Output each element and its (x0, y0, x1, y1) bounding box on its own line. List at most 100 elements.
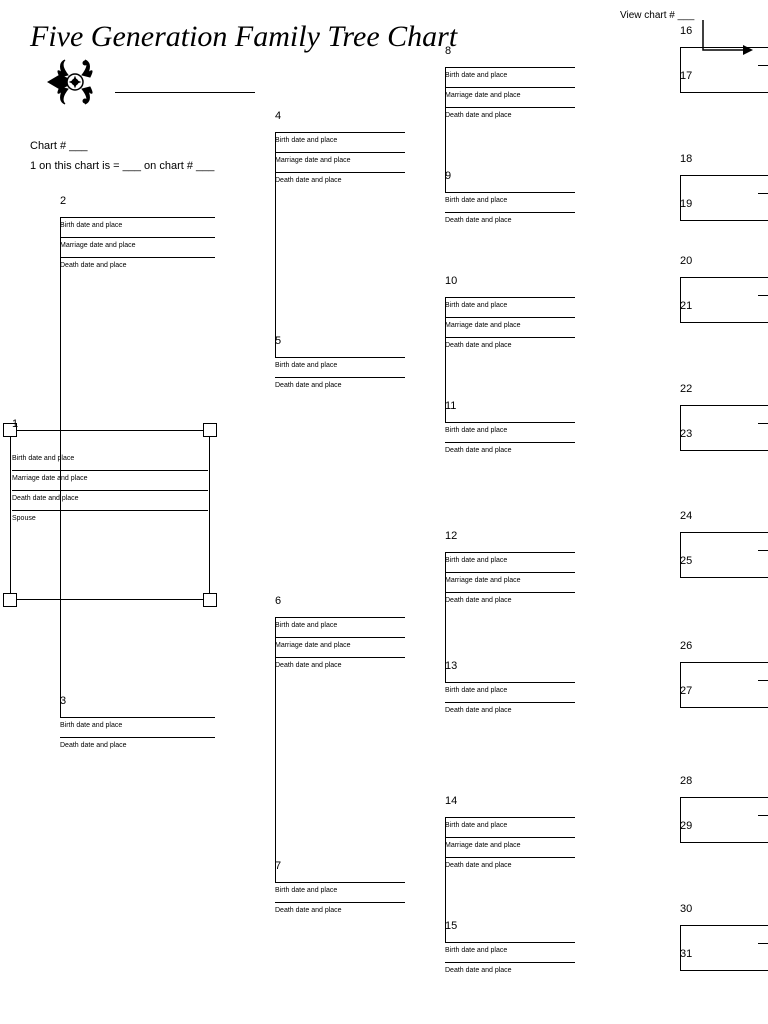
person-19: 19 (680, 198, 760, 221)
field-death[interactable]: Death date and place (445, 595, 575, 604)
name-line[interactable] (680, 441, 760, 451)
field-birth[interactable]: Birth date and place (445, 70, 575, 88)
field-birth[interactable]: Birth date and place (60, 220, 215, 238)
person-number: 7 (275, 860, 405, 872)
field-birth[interactable]: Birth date and place (275, 885, 405, 903)
field-birth[interactable]: Birth date and place (12, 453, 208, 471)
field-death[interactable]: Death date and place (60, 740, 215, 749)
field-death[interactable]: Death date and place (445, 110, 575, 119)
person-number: 3 (60, 695, 215, 707)
name-line[interactable] (445, 288, 575, 298)
person-number: 29 (680, 820, 760, 832)
field-birth[interactable]: Birth date and place (445, 685, 575, 703)
person-number: 14 (445, 795, 575, 807)
name-line[interactable] (275, 873, 405, 883)
person-12: 12Birth date and placeMarriage date and … (445, 530, 575, 604)
person-number: 27 (680, 685, 760, 697)
name-line[interactable] (445, 673, 575, 683)
person-16: 16 (680, 25, 760, 48)
name-line[interactable] (680, 268, 760, 278)
field-birth[interactable]: Birth date and place (275, 620, 405, 638)
field-marriage[interactable]: Marriage date and place (60, 240, 215, 258)
person-number: 19 (680, 198, 760, 210)
name-line[interactable] (445, 413, 575, 423)
name-line[interactable] (680, 166, 760, 176)
name-line[interactable] (680, 961, 760, 971)
person-number: 5 (275, 335, 405, 347)
field-marriage[interactable]: Marriage date and place (445, 320, 575, 338)
person-number: 11 (445, 400, 575, 412)
field-birth[interactable]: Birth date and place (445, 945, 575, 963)
field-death[interactable]: Death date and place (275, 660, 405, 669)
field-marriage[interactable]: Marriage date and place (445, 575, 575, 593)
person-22: 22 (680, 383, 760, 406)
person-number: 24 (680, 510, 760, 522)
field-marriage[interactable]: Marriage date and place (275, 640, 405, 658)
name-line[interactable] (680, 313, 760, 323)
field-spouse[interactable]: Spouse (12, 513, 208, 522)
person-15: 15 Birth date and place Death date and pla… (445, 920, 575, 974)
name-line[interactable] (445, 933, 575, 943)
person-number: 25 (680, 555, 760, 567)
field-death[interactable]: Death date and place (445, 445, 575, 454)
name-line[interactable] (445, 808, 575, 818)
name-line[interactable] (275, 348, 405, 358)
field-birth[interactable]: Birth date and place (445, 425, 575, 443)
name-line[interactable] (445, 543, 575, 553)
person-number: 8 (445, 45, 575, 57)
person-number: 15 (445, 920, 575, 932)
name-line[interactable] (445, 183, 575, 193)
name-line[interactable] (680, 396, 760, 406)
person-17: 17 (680, 70, 760, 93)
name-line[interactable] (275, 608, 405, 618)
field-death[interactable]: Death date and place (445, 705, 575, 714)
person-number: 18 (680, 153, 760, 165)
name-line[interactable] (60, 208, 215, 218)
field-death[interactable]: Death date and place (275, 380, 405, 389)
field-birth[interactable]: Birth date and place (275, 135, 405, 153)
field-birth[interactable]: Birth date and place (445, 300, 575, 318)
field-birth[interactable]: Birth date and place (445, 820, 575, 838)
field-death[interactable]: Death date and place (445, 340, 575, 349)
field-death[interactable]: Death date and place (445, 860, 575, 869)
field-marriage[interactable]: Marriage date and place (275, 155, 405, 173)
field-death[interactable]: Death date and place (445, 215, 575, 224)
name-line[interactable] (680, 653, 760, 663)
person-number: 23 (680, 428, 760, 440)
name-line[interactable] (680, 788, 760, 798)
field-birth[interactable]: Birth date and place (60, 720, 215, 738)
name-line[interactable] (680, 211, 760, 221)
field-birth[interactable]: Birth date and place (445, 555, 575, 573)
name-line[interactable] (680, 83, 760, 93)
person-number: 13 (445, 660, 575, 672)
person-number: 26 (680, 640, 760, 652)
person-4: 4Birth date and placeMarriage date and p… (275, 110, 405, 184)
name-line[interactable] (680, 698, 760, 708)
person-8: 8 Birth date and place Marriage date and p… (445, 45, 575, 119)
field-marriage[interactable]: Marriage date and place (445, 90, 575, 108)
person-14: 14 Birth date and place Marriage date and … (445, 795, 575, 869)
person-number: 21 (680, 300, 760, 312)
field-marriage[interactable]: Marriage date and place (445, 840, 575, 858)
person-number: 31 (680, 948, 760, 960)
name-line[interactable] (680, 916, 760, 926)
name-line[interactable] (60, 708, 215, 718)
field-death[interactable]: Death date and place (12, 493, 208, 511)
field-birth[interactable]: Birth date and place (275, 360, 405, 378)
name-line[interactable] (680, 568, 760, 578)
name-line[interactable] (275, 123, 405, 133)
field-death[interactable]: Death date and place (60, 260, 215, 269)
field-death[interactable]: Death date and place (275, 905, 405, 914)
field-death[interactable]: Death date and place (445, 965, 575, 974)
field-death[interactable]: Death date and place (275, 175, 405, 184)
person-18: 18 (680, 153, 760, 176)
name-line[interactable] (445, 58, 575, 68)
field-birth[interactable]: Birth date and place (445, 195, 575, 213)
person-29: 29 (680, 820, 760, 843)
field-marriage[interactable]: Marriage date and place (12, 473, 208, 491)
name-line[interactable] (680, 523, 760, 533)
name-line[interactable] (680, 833, 760, 843)
person-5: 5 Birth date and place Death date and plac… (275, 335, 405, 389)
person-number: 6 (275, 595, 405, 607)
name-line[interactable] (680, 38, 760, 48)
